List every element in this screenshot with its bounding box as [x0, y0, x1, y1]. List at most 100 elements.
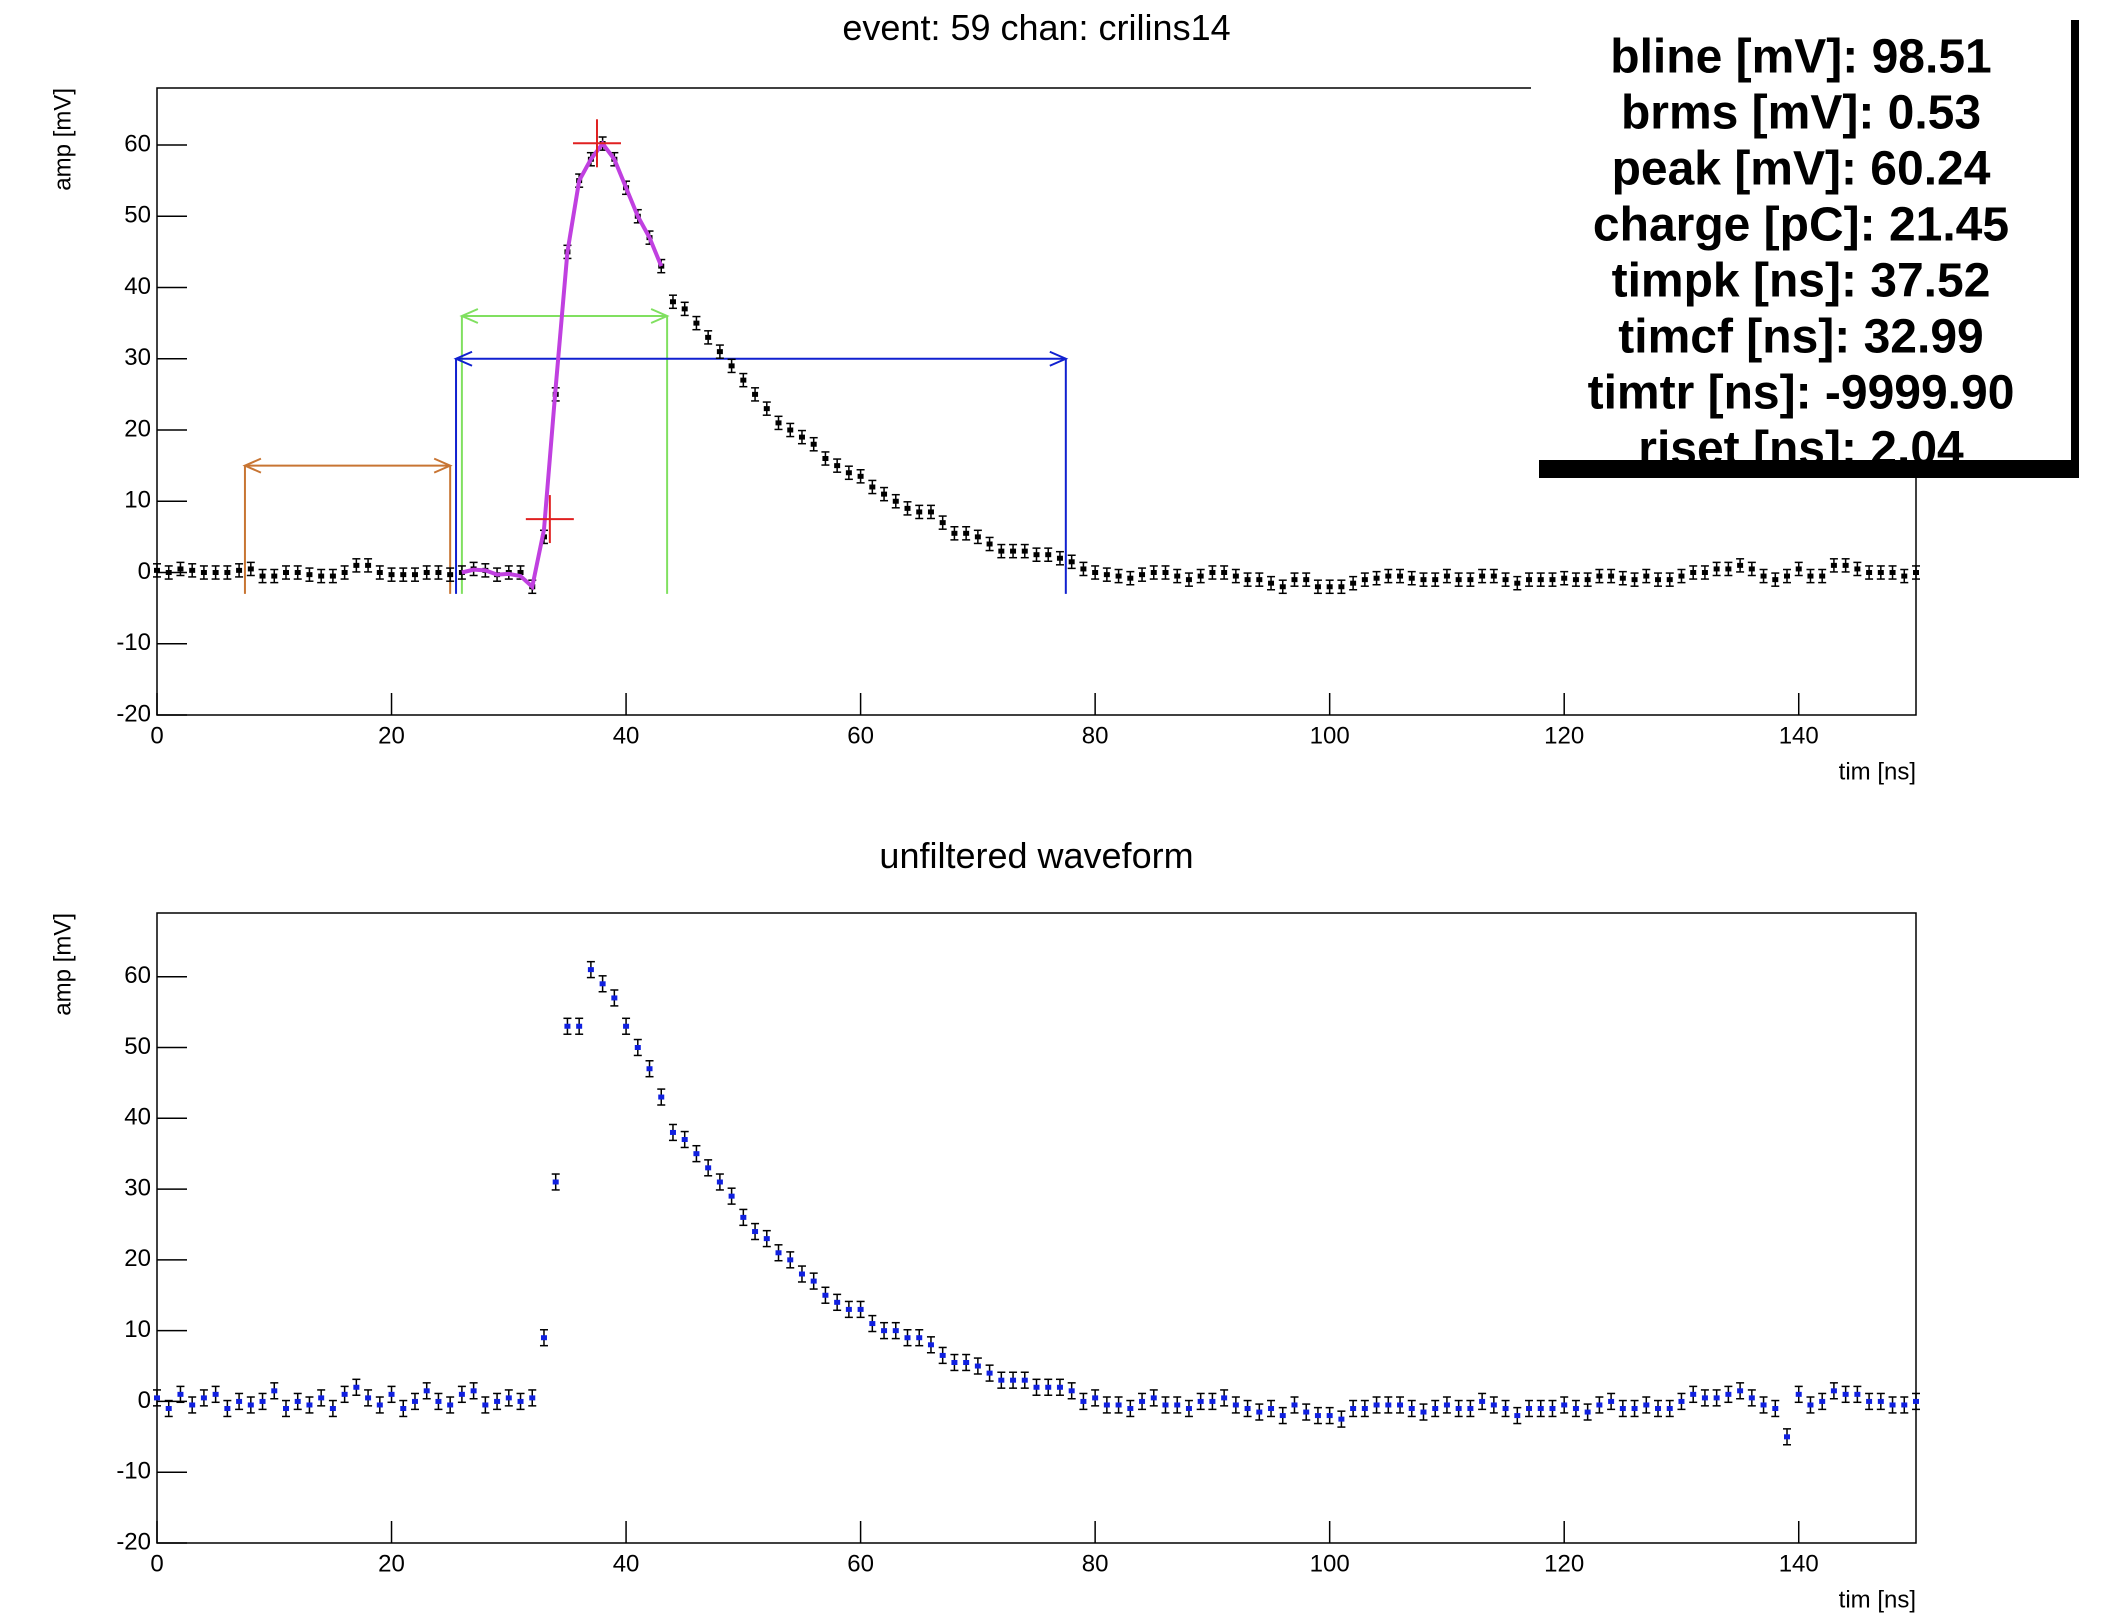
data-point	[973, 1357, 982, 1375]
marker	[998, 548, 1005, 554]
marker	[1021, 548, 1028, 554]
marker	[998, 1377, 1005, 1383]
data-point	[246, 1396, 255, 1414]
marker	[1678, 1398, 1685, 1404]
data-point	[188, 1396, 197, 1414]
data-point	[551, 1173, 560, 1191]
marker	[728, 1193, 735, 1199]
marker	[1033, 1384, 1040, 1390]
data-point	[1231, 1396, 1240, 1414]
data-point	[1560, 570, 1569, 586]
data-point	[235, 563, 244, 578]
marker	[318, 1395, 325, 1401]
marker	[1690, 570, 1697, 575]
marker	[986, 1370, 993, 1376]
marker	[1842, 562, 1849, 568]
marker	[611, 995, 618, 1001]
marker	[892, 1328, 899, 1334]
marker	[1901, 1402, 1908, 1408]
data-point	[1525, 1399, 1534, 1418]
marker	[1068, 1388, 1075, 1394]
data-point	[410, 567, 419, 582]
marker	[1795, 1391, 1802, 1397]
data-point	[880, 486, 889, 502]
marker	[1807, 1402, 1814, 1408]
data-point	[1489, 568, 1498, 584]
marker	[740, 377, 747, 383]
marker	[1572, 577, 1579, 583]
data-point	[352, 558, 361, 573]
data-point	[270, 568, 279, 584]
marker	[892, 498, 899, 504]
marker	[1854, 566, 1861, 572]
data-point	[704, 1159, 713, 1177]
marker	[1244, 1406, 1251, 1412]
marker	[1561, 1402, 1568, 1408]
marker	[669, 299, 676, 305]
marker	[1889, 1402, 1896, 1408]
marker	[1549, 1406, 1556, 1412]
marker	[1244, 577, 1251, 583]
data-point	[692, 1144, 701, 1163]
data-point	[1841, 558, 1850, 573]
marker	[798, 1271, 805, 1277]
marker	[200, 570, 207, 575]
data-point	[1325, 579, 1334, 595]
y-tick-label: 60	[124, 962, 151, 989]
data-point	[188, 563, 197, 578]
data-point	[1618, 570, 1627, 586]
data-point	[1806, 568, 1815, 584]
y-tick-label: -20	[116, 1528, 151, 1555]
marker	[353, 1384, 360, 1390]
marker	[517, 1398, 524, 1404]
marker	[388, 1391, 395, 1397]
marker	[1432, 577, 1439, 583]
data-point	[1243, 572, 1252, 587]
marker	[1643, 1402, 1650, 1408]
data-point	[1442, 1396, 1451, 1414]
marker	[576, 1023, 583, 1029]
marker	[1561, 575, 1568, 581]
marker	[1385, 1402, 1392, 1408]
data-point	[1173, 568, 1182, 584]
data-point	[1231, 568, 1240, 584]
marker	[693, 320, 700, 326]
y-tick-label: 50	[124, 1033, 151, 1060]
data-point	[950, 526, 959, 541]
y-axis-label: amp [mV]	[49, 88, 76, 191]
stats-line: timtr [ns]: -9999.90	[1588, 367, 2015, 420]
data-point	[504, 1389, 513, 1407]
marker	[458, 1391, 465, 1397]
data-point	[481, 1396, 490, 1414]
marker	[1279, 584, 1286, 590]
data-point	[1267, 575, 1276, 591]
data-point	[364, 558, 373, 573]
marker	[1443, 1402, 1450, 1408]
data-point	[211, 565, 220, 580]
x-tick-label: 120	[1544, 722, 1584, 749]
marker	[1819, 573, 1826, 579]
data-point	[422, 565, 431, 580]
marker	[904, 1335, 911, 1341]
marker	[212, 570, 219, 575]
marker	[845, 1306, 852, 1312]
data-point	[1184, 1399, 1193, 1418]
data-point	[1196, 1392, 1205, 1411]
marker	[1889, 570, 1896, 575]
marker	[552, 1179, 559, 1185]
data-point	[610, 989, 619, 1007]
y-tick-label: 50	[124, 202, 151, 229]
marker	[1408, 1406, 1415, 1412]
data-point	[715, 344, 724, 359]
marker	[810, 441, 817, 447]
marker	[1033, 552, 1040, 558]
x-tick-label: 20	[378, 1550, 405, 1577]
data-point	[1138, 1392, 1147, 1411]
data-point	[446, 567, 455, 582]
data-point	[1724, 561, 1733, 577]
marker	[564, 1023, 571, 1029]
data-point	[1841, 1385, 1850, 1404]
marker	[505, 1395, 512, 1401]
marker	[1256, 1409, 1263, 1415]
marker	[1162, 570, 1169, 575]
